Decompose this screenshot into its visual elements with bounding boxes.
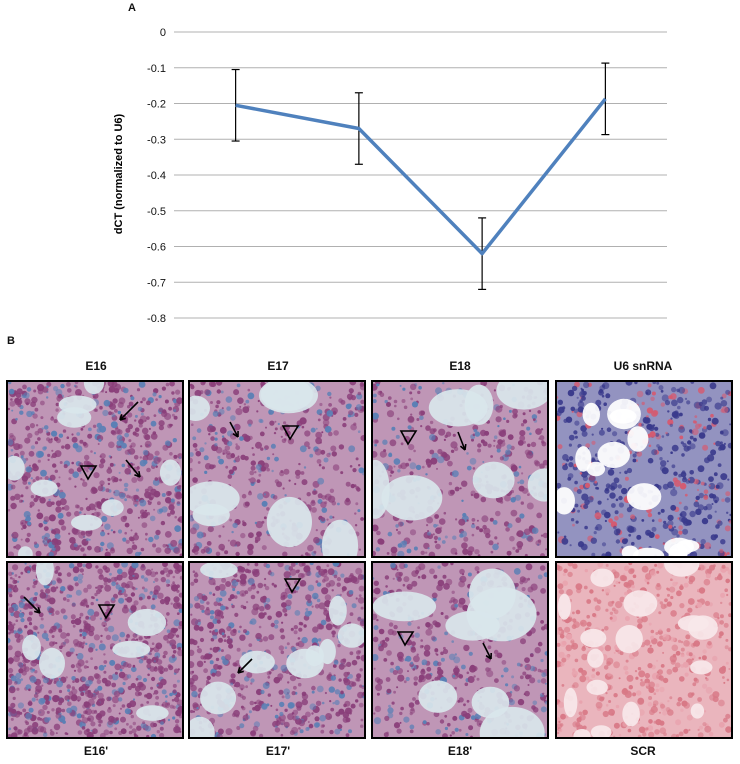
arrowhead-icon <box>134 470 141 478</box>
label-u6-snrna: U6 snRNA <box>613 359 673 373</box>
y-tick-label: -0.6 <box>147 242 166 254</box>
y-tick-label: -0.1 <box>147 63 166 75</box>
micrograph-u6-snrna <box>555 380 733 558</box>
panel-a-letter: A <box>128 2 136 14</box>
error-bars <box>231 62 610 290</box>
arrowhead-icon <box>459 443 467 451</box>
micrograph-e17-prime <box>188 561 366 739</box>
y-tick-labels: 0 -0.1 -0.2 -0.3 -0.4 -0.5 -0.6 -0.7 -0.8 <box>147 27 166 325</box>
micrograph-e18-prime <box>371 561 549 739</box>
arrowhead-marker-icon <box>283 578 302 594</box>
arrowhead-marker-icon <box>399 430 418 446</box>
arrow-icon <box>229 421 239 438</box>
label-e18-prime: E18' <box>447 744 473 758</box>
chart-grid <box>174 31 667 319</box>
micrograph-e16 <box>6 380 184 558</box>
arrowhead-marker-icon <box>281 425 300 441</box>
series-lines <box>235 97 607 256</box>
y-tick-label: -0.7 <box>147 277 166 289</box>
y-tick-label: -0.4 <box>147 170 166 182</box>
label-e16: E16 <box>85 359 107 373</box>
label-e17: E17 <box>267 359 289 373</box>
arrowhead-marker-icon <box>79 465 98 481</box>
arrowhead-marker-icon <box>97 604 116 620</box>
arrowhead-icon <box>119 414 126 421</box>
micrograph-e18 <box>371 380 549 558</box>
arrow-icon <box>237 658 253 674</box>
micrograph-scr <box>555 561 733 739</box>
label-e18: E18 <box>449 359 471 373</box>
y-tick-label: -0.2 <box>147 99 166 111</box>
label-e17-prime: E17' <box>265 744 291 758</box>
arrowhead-icon <box>237 667 244 674</box>
arrow-icon <box>457 431 466 451</box>
error-bar <box>601 62 610 136</box>
line-chart: 0 -0.1 -0.2 -0.3 -0.4 -0.5 -0.6 -0.7 -0.8 dCT (n… <box>113 27 667 325</box>
y-tick-label: -0.5 <box>147 206 166 218</box>
arrowhead-icon <box>232 430 239 438</box>
arrow-icon <box>125 459 141 478</box>
series-line <box>235 97 607 256</box>
y-tick-label: -0.8 <box>147 313 166 325</box>
panel-b-letter: B <box>7 335 15 347</box>
arrowhead-icon <box>34 607 41 614</box>
micrograph-e17 <box>188 380 366 558</box>
arrow-icon <box>23 596 41 614</box>
micrograph-e16-prime <box>6 561 184 739</box>
arrow-icon <box>119 401 139 421</box>
arrowhead-icon <box>485 652 493 660</box>
label-e16-prime: E16' <box>83 744 109 758</box>
y-tick-label: -0.3 <box>147 134 166 146</box>
y-tick-label: 0 <box>160 27 166 39</box>
label-scr: SCR <box>630 744 656 758</box>
arrow-icon <box>482 642 492 660</box>
arrowhead-marker-icon <box>396 631 415 647</box>
y-axis-label: dCT (normalized to U6) <box>113 113 125 234</box>
